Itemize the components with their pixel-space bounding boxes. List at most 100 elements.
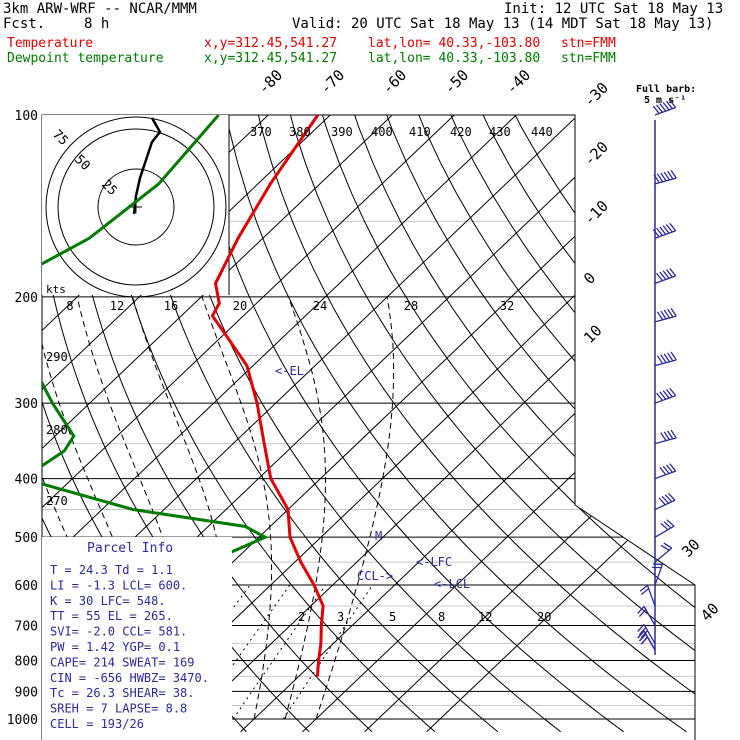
wind-barb-flag bbox=[659, 226, 667, 235]
wind-barb bbox=[654, 307, 677, 323]
mixing-ratio-label: 12 bbox=[478, 610, 492, 624]
wind-barb-flag bbox=[640, 588, 650, 596]
wind-barb-flag bbox=[663, 353, 670, 363]
wind-barb-flag bbox=[663, 521, 672, 529]
moist-adiabat-25 bbox=[284, 296, 327, 720]
forecast-label: Fcst. bbox=[3, 16, 46, 32]
legend-dewpoint-latlon: lat,lon= 40.33,-103.80 bbox=[368, 51, 541, 66]
hodograph-axis-tick: 20 bbox=[233, 299, 247, 313]
wind-barb bbox=[654, 492, 676, 511]
wind-barb-flag bbox=[669, 222, 677, 232]
wind-barb-flag bbox=[656, 392, 663, 401]
wind-barb bbox=[651, 563, 664, 586]
wind-barb bbox=[654, 429, 677, 445]
theta-label: 440 bbox=[531, 125, 553, 139]
hodograph-axis-tick: 8 bbox=[66, 299, 73, 313]
legend-temperature-stn: stn=FMM bbox=[561, 36, 616, 51]
wind-barb-flag bbox=[660, 544, 670, 551]
wind-barb-flag bbox=[638, 609, 647, 617]
wind-barb bbox=[654, 463, 677, 480]
isotherm--40 bbox=[42, 115, 546, 733]
pressure-label: 200 bbox=[15, 291, 38, 306]
isotherm-label: -60 bbox=[378, 66, 410, 98]
parcel-row: CELL = 193/26 bbox=[50, 717, 144, 731]
wind-barb bbox=[637, 605, 656, 626]
wind-barb-flag bbox=[659, 391, 667, 400]
wind-barb-flag bbox=[640, 636, 649, 645]
level-lcl: <-LCL bbox=[434, 577, 470, 591]
parcel-row: PW = 1.42 YGP= 0.1 bbox=[50, 640, 180, 654]
parcel-row: T = 24.3 Td = 1.1 bbox=[50, 563, 173, 577]
legend-dewpoint-stn: stn=FMM bbox=[561, 51, 616, 66]
wind-barb-flag bbox=[656, 311, 664, 321]
wind-barbs bbox=[637, 99, 677, 655]
theta-label: 400 bbox=[371, 125, 393, 139]
wind-barb-flag bbox=[665, 100, 673, 110]
wind-barb-shaft bbox=[643, 606, 656, 626]
wind-barb-flag bbox=[656, 227, 663, 236]
wind-barb-shaft bbox=[654, 547, 673, 563]
isotherm--70 bbox=[42, 115, 360, 733]
parcel-title: Parcel Info bbox=[87, 541, 173, 556]
moist-adiabat-30 bbox=[315, 296, 395, 720]
dry-adiabat-390 bbox=[313, 115, 695, 733]
mixing-ratio-label: 20 bbox=[537, 610, 551, 624]
pressure-label: 800 bbox=[15, 654, 38, 669]
dry-adiabat-330 bbox=[126, 115, 499, 733]
wind-barb-flag bbox=[652, 105, 660, 114]
mixing-ratio-label: 5 bbox=[389, 610, 396, 624]
wind-barb-flag bbox=[669, 99, 677, 108]
wind-barb bbox=[652, 99, 677, 116]
wind-barb-flag bbox=[665, 269, 673, 278]
legend-dewpoint-xy: x,y=312.45,541.27 bbox=[204, 51, 338, 66]
isotherm-10 bbox=[178, 115, 695, 733]
isotherm--50 bbox=[42, 115, 484, 733]
temperature-profile bbox=[210, 115, 325, 677]
wind-barb-flag bbox=[653, 174, 660, 184]
wind-barb-flag bbox=[663, 171, 670, 181]
pressure-label: 700 bbox=[15, 619, 38, 634]
wind-barb-flag bbox=[662, 465, 670, 474]
wind-barb-flag bbox=[660, 432, 667, 442]
plot-border bbox=[42, 114, 696, 740]
wind-barb-flag bbox=[660, 354, 667, 364]
dry-adiabat-380 bbox=[282, 115, 695, 733]
wind-barb-flag bbox=[660, 522, 669, 531]
dry-adiabat-400 bbox=[344, 115, 695, 733]
wind-barb bbox=[652, 222, 677, 239]
pressure-label: 300 bbox=[15, 397, 38, 412]
theta-label: 280 bbox=[46, 423, 68, 437]
mixing-ratio-label: 2 bbox=[298, 610, 305, 624]
parcel-row: Tc = 26.3 SHEAR= 38. bbox=[50, 686, 195, 700]
isotherm-label: -10 bbox=[580, 197, 612, 229]
wind-barb bbox=[653, 169, 677, 185]
pressure-label: 1000 bbox=[7, 713, 38, 728]
init-time: Init: 12 UTC Sat 18 May 13 bbox=[504, 1, 724, 17]
isotherm-label: 30 bbox=[678, 535, 704, 561]
wind-barb-shaft bbox=[654, 525, 675, 538]
wind-barb-shaft bbox=[646, 585, 656, 607]
hodograph-axis-tick: 24 bbox=[313, 299, 327, 313]
hodograph-units: kts bbox=[46, 283, 66, 296]
isotherm-40 bbox=[364, 115, 695, 733]
legend-temperature-latlon: lat,lon= 40.33,-103.80 bbox=[368, 36, 541, 51]
wind-barb-flag bbox=[660, 172, 667, 182]
wind-barb-flag bbox=[661, 495, 670, 504]
isotherm-label: -70 bbox=[316, 66, 348, 98]
mixing-ratio-20 bbox=[282, 584, 374, 720]
level-ccl: CCL-> bbox=[357, 569, 393, 583]
wind-barb-flag bbox=[670, 169, 677, 179]
level-m: M bbox=[375, 529, 382, 543]
wind-barb-flag bbox=[665, 464, 673, 473]
level-lfc: <-LFC bbox=[416, 555, 452, 569]
parcel-row: LI = -1.3 LCL= 600. bbox=[50, 578, 187, 592]
wind-barb-flag bbox=[669, 387, 677, 397]
wind-barb-flag bbox=[656, 173, 664, 183]
hodograph-trace bbox=[132, 117, 162, 215]
wind-barb-flag bbox=[662, 390, 670, 399]
wind-barb-flag bbox=[662, 102, 670, 111]
parcel-row: SVI= -2.0 CCL= 581. bbox=[50, 625, 187, 639]
wind-barb-flag bbox=[666, 519, 675, 527]
wind-barb-flag bbox=[667, 492, 676, 501]
